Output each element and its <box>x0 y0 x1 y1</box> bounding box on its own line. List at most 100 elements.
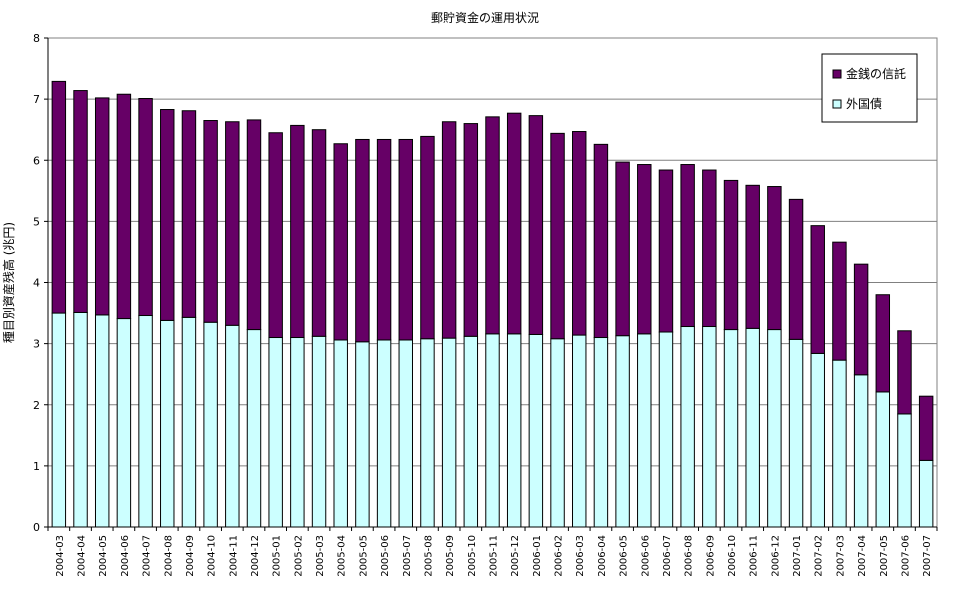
x-tick-label: 2004-03 <box>55 535 66 577</box>
bar-foreign-bonds <box>268 337 283 528</box>
x-tick-label: 2004-10 <box>207 535 218 577</box>
x-tick-label: 2007-05 <box>879 535 890 577</box>
x-tick-label: 2006-05 <box>619 535 630 577</box>
bar-money-trust <box>268 132 283 339</box>
x-tick-label: 2006-12 <box>770 535 781 577</box>
x-tick-label: 2005-06 <box>380 535 391 577</box>
bar-foreign-bonds <box>463 335 479 528</box>
bar-money-trust <box>138 98 153 317</box>
bar-foreign-bonds <box>94 314 110 528</box>
x-tick-label: 2005-12 <box>510 535 521 577</box>
bar-money-trust <box>723 179 739 331</box>
bar-money-trust <box>745 184 760 329</box>
x-tick-label: 2006-04 <box>597 535 608 577</box>
bar-foreign-bonds <box>550 338 565 528</box>
x-tick-label: 2005-09 <box>445 535 456 577</box>
x-tick-label: 2005-08 <box>423 535 434 577</box>
x-tick-label: 2007-02 <box>814 535 825 577</box>
bar-money-trust <box>875 294 891 393</box>
bar-foreign-bonds <box>51 312 67 528</box>
y-tick-label: 4 <box>33 277 40 290</box>
bar-foreign-bonds <box>376 339 392 528</box>
bar-money-trust <box>832 241 847 361</box>
y-tick-label: 0 <box>33 521 40 534</box>
y-tick-label: 7 <box>33 93 40 106</box>
axes: 0 1 2 3 4 5 6 7 8 2004-03 2004-04 2004-05 2004-06 200… <box>33 32 938 577</box>
y-tick-label: 5 <box>33 215 40 228</box>
bar-money-trust <box>290 124 305 339</box>
legend-label-foreign-bonds: 外国債 <box>846 96 882 111</box>
bar-foreign-bonds <box>853 374 869 528</box>
x-tick-label: 2004-11 <box>228 535 239 577</box>
bar-money-trust <box>615 161 630 337</box>
bar-money-trust <box>897 330 912 415</box>
bar-money-trust <box>485 116 500 335</box>
bar-foreign-bonds <box>355 341 370 528</box>
legend-swatch-foreign-bonds <box>832 99 842 109</box>
y-axis-label: 種目別資産残高 (兆円) <box>1 222 16 343</box>
bar-foreign-bonds <box>73 311 88 528</box>
bar-money-trust <box>550 132 565 340</box>
bar-money-trust <box>225 121 240 326</box>
bar-foreign-bonds <box>290 337 305 528</box>
bar-foreign-bonds <box>116 318 132 528</box>
bar-money-trust <box>637 164 652 335</box>
x-tick-label: 2006-07 <box>662 535 673 577</box>
x-tick-label: 2004-06 <box>120 535 131 577</box>
bars <box>51 80 934 528</box>
bar-foreign-bonds <box>897 413 912 528</box>
x-tick-label: 2007-06 <box>900 535 911 577</box>
legend-swatch-money-trust <box>832 69 842 79</box>
bar-foreign-bonds <box>810 352 825 528</box>
x-tick-label: 2005-10 <box>467 535 478 577</box>
bar-money-trust <box>853 263 869 376</box>
bar-money-trust <box>788 198 804 340</box>
bar-money-trust <box>506 112 522 335</box>
bar-foreign-bonds <box>572 334 587 528</box>
y-tick-label: 6 <box>33 154 40 167</box>
bar-money-trust <box>441 121 457 339</box>
bar-money-trust <box>680 164 695 328</box>
bar-money-trust <box>702 169 717 328</box>
bar-money-trust <box>246 119 262 331</box>
x-tick-label: 2005-05 <box>358 535 369 577</box>
bar-foreign-bonds <box>745 327 760 528</box>
bar-money-trust <box>203 120 218 323</box>
bar-money-trust <box>311 129 327 337</box>
bar-foreign-bonds <box>485 333 500 528</box>
bar-money-trust <box>73 90 88 313</box>
bar-money-trust <box>420 135 435 340</box>
bar-money-trust <box>376 138 392 341</box>
bar-foreign-bonds <box>246 329 262 528</box>
bar-money-trust <box>333 143 348 341</box>
bar-money-trust <box>398 138 413 341</box>
x-tick-label: 2006-11 <box>749 535 760 577</box>
bar-foreign-bonds <box>398 339 413 528</box>
bar-foreign-bonds <box>593 337 609 528</box>
bar-foreign-bonds <box>181 316 197 528</box>
x-tick-label: 2006-02 <box>554 535 565 577</box>
bar-money-trust <box>181 110 197 318</box>
bar-money-trust <box>767 186 782 331</box>
x-tick-label: 2006-06 <box>640 535 651 577</box>
bar-foreign-bonds <box>788 338 804 528</box>
x-tick-label: 2004-09 <box>185 535 196 577</box>
bar-foreign-bonds <box>918 459 934 528</box>
bar-foreign-bonds <box>658 331 674 528</box>
bar-foreign-bonds <box>203 321 218 528</box>
y-tick-label: 1 <box>33 460 40 473</box>
x-tick-label: 2007-01 <box>792 535 803 577</box>
bar-money-trust <box>810 225 825 354</box>
chart-title: 郵貯資金の運用状況 <box>431 10 539 25</box>
x-tick-label: 2004-04 <box>77 535 88 577</box>
x-tick-label: 2006-01 <box>532 535 543 577</box>
bar-money-trust <box>94 97 110 316</box>
x-tick-label: 2005-03 <box>315 535 326 577</box>
bar-money-trust <box>355 138 370 343</box>
bar-money-trust <box>463 123 479 337</box>
bar-foreign-bonds <box>528 333 544 528</box>
x-tick-label: 2005-01 <box>272 535 283 577</box>
bar-money-trust <box>918 395 934 461</box>
x-tick-label: 2007-03 <box>835 535 846 577</box>
